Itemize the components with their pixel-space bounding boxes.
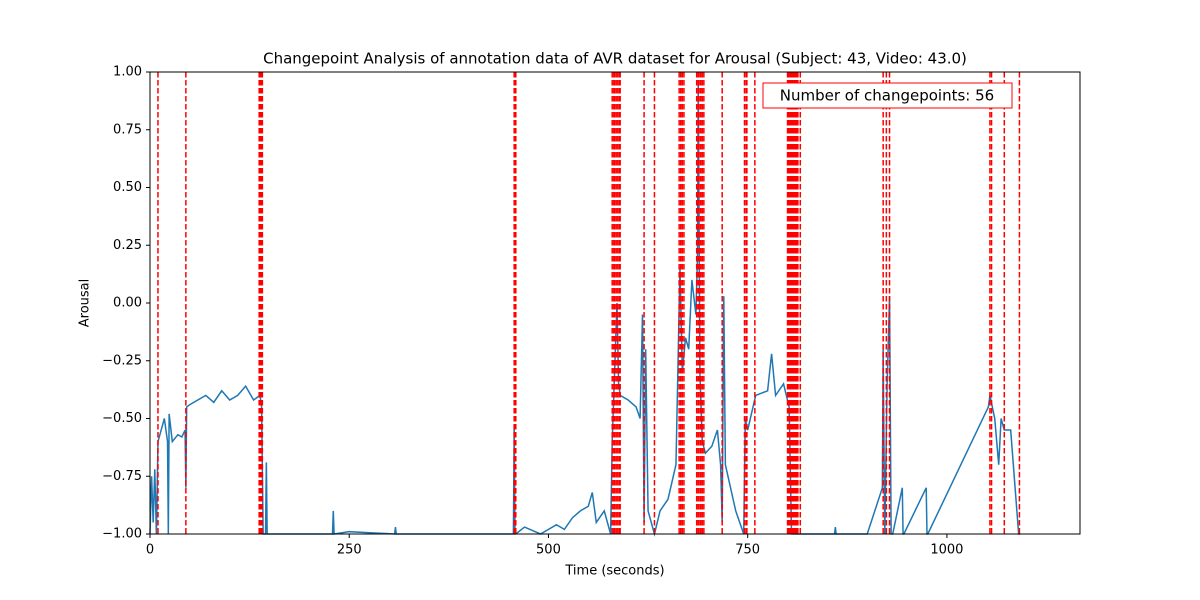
y-tick-label: −0.50 [102,411,142,426]
annotation-box [762,82,1013,109]
x-axis-label: Time (seconds) [564,564,664,579]
y-tick-label: −0.75 [102,469,142,484]
chart-title: Changepoint Analysis of annotation data … [263,50,967,68]
x-tick-label: 0 [146,543,154,558]
y-axis-label: Arousal [78,279,93,328]
x-tick-label: 750 [735,543,760,558]
y-tick-label: −1.00 [102,527,142,542]
y-tick-label: 0.75 [113,122,142,137]
x-tick-label: 500 [536,543,561,558]
y-tick-label: 1.00 [113,65,142,80]
y-tick-label: 0.50 [113,180,142,195]
y-tick-label: 0.00 [113,296,142,311]
y-tick-label: −0.25 [102,353,142,368]
x-tick-label: 1000 [930,543,963,558]
data-line [149,83,1021,537]
y-tick-label: 0.25 [113,238,142,253]
x-tick-label: 250 [337,543,362,558]
annotation: Number of changepoints: 56 [780,87,994,105]
